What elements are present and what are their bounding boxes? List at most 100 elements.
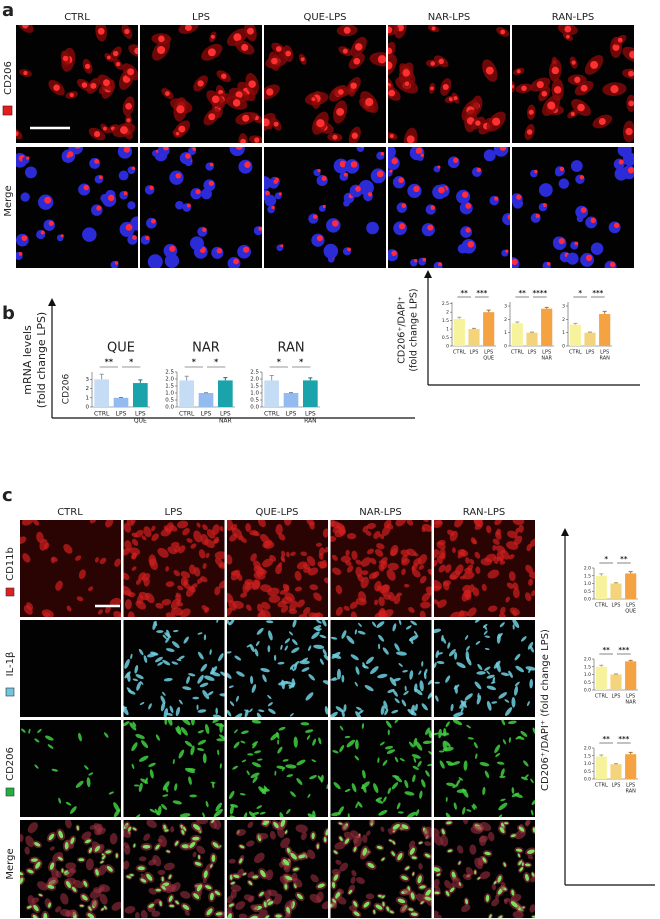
nucleus [211,246,224,259]
cell [527,701,530,706]
cell [160,695,166,704]
cell [285,911,290,918]
cell [419,680,424,692]
cell [78,569,86,580]
cell [364,685,374,692]
cells [388,147,510,268]
cell [111,901,121,911]
bar [625,573,637,599]
significance-label: * [214,358,219,367]
cell [88,772,94,776]
cell-core [405,866,410,870]
cell [312,810,316,817]
cell [215,707,218,715]
cell-core [442,83,449,91]
cell [141,573,151,582]
cell [393,677,401,682]
nucleus [483,149,496,162]
cell [415,741,423,751]
cell [459,575,466,580]
significance-label: * [578,289,582,297]
cell-core [88,847,93,853]
cell-core [242,114,250,122]
cell-core [448,97,454,102]
bar [179,380,195,407]
cell-core [418,841,423,844]
cell-core [402,69,410,77]
cell [227,554,233,565]
cell [474,551,481,559]
nucleus [343,200,350,207]
cell-core [485,894,490,902]
cell [413,630,418,636]
y-axis-label: (fold change LPS) [35,312,48,408]
cell [85,858,94,871]
cells [20,520,121,617]
cell [227,709,232,717]
cell [373,783,379,793]
cell-core [525,873,529,881]
cell [252,743,257,749]
cell [387,787,392,795]
cell [165,566,170,572]
cell [421,661,424,667]
y-tick-label: 2.0 [584,746,591,752]
cell-core [83,880,88,887]
bar [595,666,607,690]
y-tick-label: 1.5 [442,318,449,324]
cell [155,734,160,741]
cell-core [446,821,452,825]
cell [341,674,345,683]
cell-core [579,175,585,180]
cell [275,564,283,575]
cell [258,709,265,713]
cell [460,549,466,557]
cell [168,524,178,532]
cell [203,634,207,641]
cell [244,709,249,717]
x-tick-label: CTRL [595,603,608,609]
cell [436,555,443,565]
cell [529,904,535,913]
cell [531,798,535,806]
cell [332,653,342,659]
cell [131,742,138,752]
cell-core [70,837,75,844]
cell-core [146,873,153,881]
cell [309,521,315,530]
cell [386,749,396,754]
cell [501,720,506,726]
column-header: LPS [165,507,183,518]
cells [330,820,432,918]
cell-core [505,249,509,253]
cell-core [585,254,593,262]
cell-core [85,63,91,69]
cell-core [559,166,565,172]
cells [512,25,634,143]
cell-core [365,97,374,107]
cell [434,579,443,590]
x-tick-label: LPS [220,411,231,418]
cell [491,701,498,704]
cell [450,703,454,712]
cell-core [53,84,60,92]
cell [335,584,343,595]
cell [330,520,341,529]
cell-core [610,85,619,94]
nucleus [566,252,579,265]
column-header: CTRL [57,507,83,518]
cell-core [112,50,119,57]
cell [261,601,271,610]
cell [296,759,306,766]
cell [479,822,492,832]
cell [531,590,535,597]
cell [175,727,181,735]
cell [256,627,264,635]
cell [84,765,89,770]
cell [244,582,255,591]
cell [324,706,328,715]
nucleus [590,242,604,255]
cell [149,558,158,571]
cell [166,629,171,637]
cell-core [430,205,436,210]
